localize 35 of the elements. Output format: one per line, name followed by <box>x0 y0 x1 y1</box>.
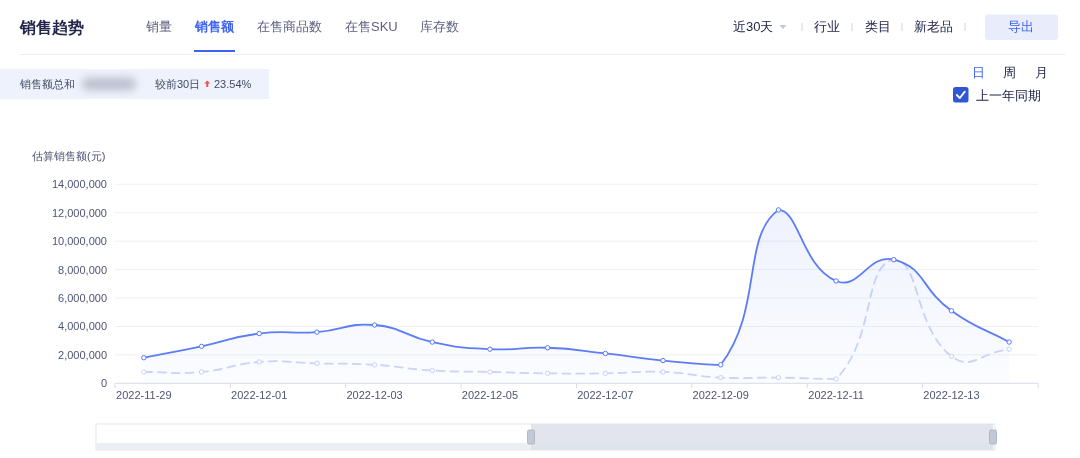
text: 导出 <box>1008 19 1034 34</box>
text: 在售商品数 <box>257 19 322 34</box>
text: 在售SKU <box>345 19 398 34</box>
y-axis-title: 估算销售额(元) <box>32 150 106 162</box>
text: 新老品 <box>914 19 953 34</box>
text: 上一年同期 <box>976 88 1041 103</box>
y-tick-label: 12,000,000 <box>51 206 107 219</box>
y-tick-label: 2,000,000 <box>58 348 107 361</box>
x-tick-label: 2022-12-13 <box>923 389 980 401</box>
text: 23.54% <box>214 78 252 90</box>
text: 较前30日 <box>155 78 201 90</box>
text: 日 <box>971 65 985 80</box>
text: 行业 <box>814 19 840 34</box>
text: 类目 <box>865 19 891 34</box>
text: 库存数 <box>420 19 459 34</box>
y-tick-label: 0 <box>100 377 107 390</box>
x-tick-label: 2022-12-07 <box>577 389 634 401</box>
y-tick-label: 10,000,000 <box>51 235 107 248</box>
chart-title: 销售趋势 <box>19 19 84 36</box>
text: 周 <box>1002 65 1016 80</box>
text: 销售额总和 <box>19 78 75 90</box>
x-tick-label: 2022-12-11 <box>808 389 864 401</box>
y-tick-label: 14,000,000 <box>51 178 107 191</box>
x-tick-label: 2022-12-09 <box>692 389 749 401</box>
x-tick-label: 2022-12-05 <box>461 389 519 401</box>
text: 近30天 <box>733 19 774 34</box>
text: 销售额 <box>194 19 235 34</box>
y-tick-label: 8,000,000 <box>58 263 107 276</box>
y-tick-label: 4,000,000 <box>58 320 107 333</box>
text: 销量 <box>145 19 172 34</box>
x-tick-label: 2022-12-01 <box>231 389 288 401</box>
x-tick-label: 2022-12-03 <box>346 389 403 401</box>
x-tick-label: 2022-11-29 <box>116 389 172 401</box>
y-tick-label: 6,000,000 <box>58 292 107 305</box>
text: 月 <box>1034 65 1048 80</box>
